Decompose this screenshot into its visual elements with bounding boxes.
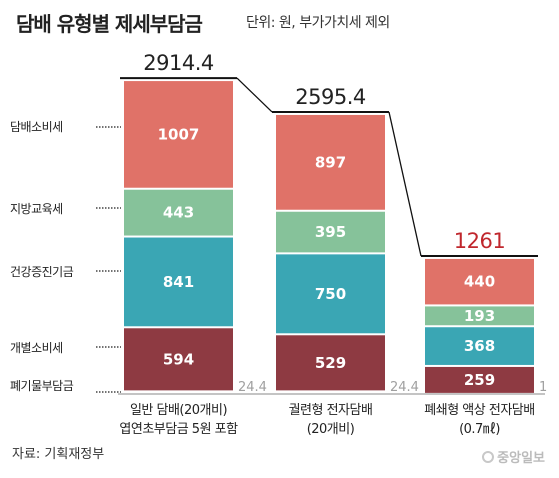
bar-segment-2-1: [425, 366, 534, 393]
segment-value-1-2: 750: [315, 285, 346, 303]
logo-icon: [482, 450, 495, 463]
segment-value-1-1: 529: [315, 354, 346, 372]
bar-segment-0-4: [124, 81, 233, 188]
segment-value-2-3: 193: [464, 307, 495, 325]
segment-value-0-3: 443: [163, 204, 194, 222]
bar-total-1: 2595.4: [295, 85, 366, 109]
row-label-waste-charge: 폐기물부담금: [10, 379, 74, 393]
bar-segment-0-1: [124, 328, 233, 391]
connector-line-0: [236, 77, 273, 113]
category-sublabel-0: 엽연초부담금 5원 포함: [119, 422, 238, 437]
logo-text: 중앙일보: [497, 451, 545, 466]
segment-value-1-4: 897: [315, 153, 346, 171]
connector-line-1: [388, 111, 422, 257]
row-label-individual-consumption-tax: 개별소비세: [10, 341, 63, 355]
bar-segment-1-4: [276, 114, 385, 210]
source-note: 자료: 기획재정부: [12, 447, 105, 462]
category-sublabel-2: (0.7㎖): [459, 422, 500, 437]
segment-value-2-4: 440: [464, 273, 495, 291]
segment-value-0-1: 594: [163, 350, 194, 368]
category-sublabel-1: (20개비): [307, 422, 355, 437]
segment-value-2-2: 368: [464, 337, 495, 355]
bar-segment-0-3: [124, 189, 233, 236]
segment-value-1-3: 395: [315, 223, 346, 241]
row-label-local-education-tax: 지방교육세: [10, 202, 63, 216]
waste-charge-label-0: 24.4: [238, 380, 267, 395]
category-label-2: 폐쇄형 액상 전자담배: [424, 403, 534, 418]
waste-charge-label-1: 24.4: [390, 380, 419, 395]
bar-segment-1-3: [276, 211, 385, 253]
category-label-1: 궐련형 전자담배: [289, 403, 373, 418]
segment-value-0-2: 841: [163, 273, 194, 291]
bar-segment-2-4: [425, 258, 534, 305]
publisher-logo: 중앙일보: [482, 447, 545, 466]
bar-total-0: 2914.4: [143, 51, 214, 75]
bar-total-2: 1261: [454, 229, 505, 253]
segment-value-2-1: 259: [464, 371, 495, 389]
chart-title: 담배 유형별 제세부담금: [16, 12, 203, 36]
chart-subtitle: 단위: 원, 부가가치세 제외: [246, 15, 390, 31]
waste-charge-label-2: 1: [539, 380, 547, 395]
segment-value-0-4: 1007: [158, 125, 200, 143]
bar-segment-2-2: [425, 327, 534, 365]
row-label-tobacco-consumption-tax: 담배소비세: [10, 120, 63, 134]
bar-segment-2-3: [425, 306, 534, 326]
row-label-health-promotion-fund: 건강증진기금: [10, 265, 74, 279]
bar-segment-1-2: [276, 254, 385, 334]
bar-segment-1-1: [276, 335, 385, 391]
bar-segment-0-2: [124, 237, 233, 327]
category-label-0: 일반 담배(20개비): [130, 403, 227, 418]
